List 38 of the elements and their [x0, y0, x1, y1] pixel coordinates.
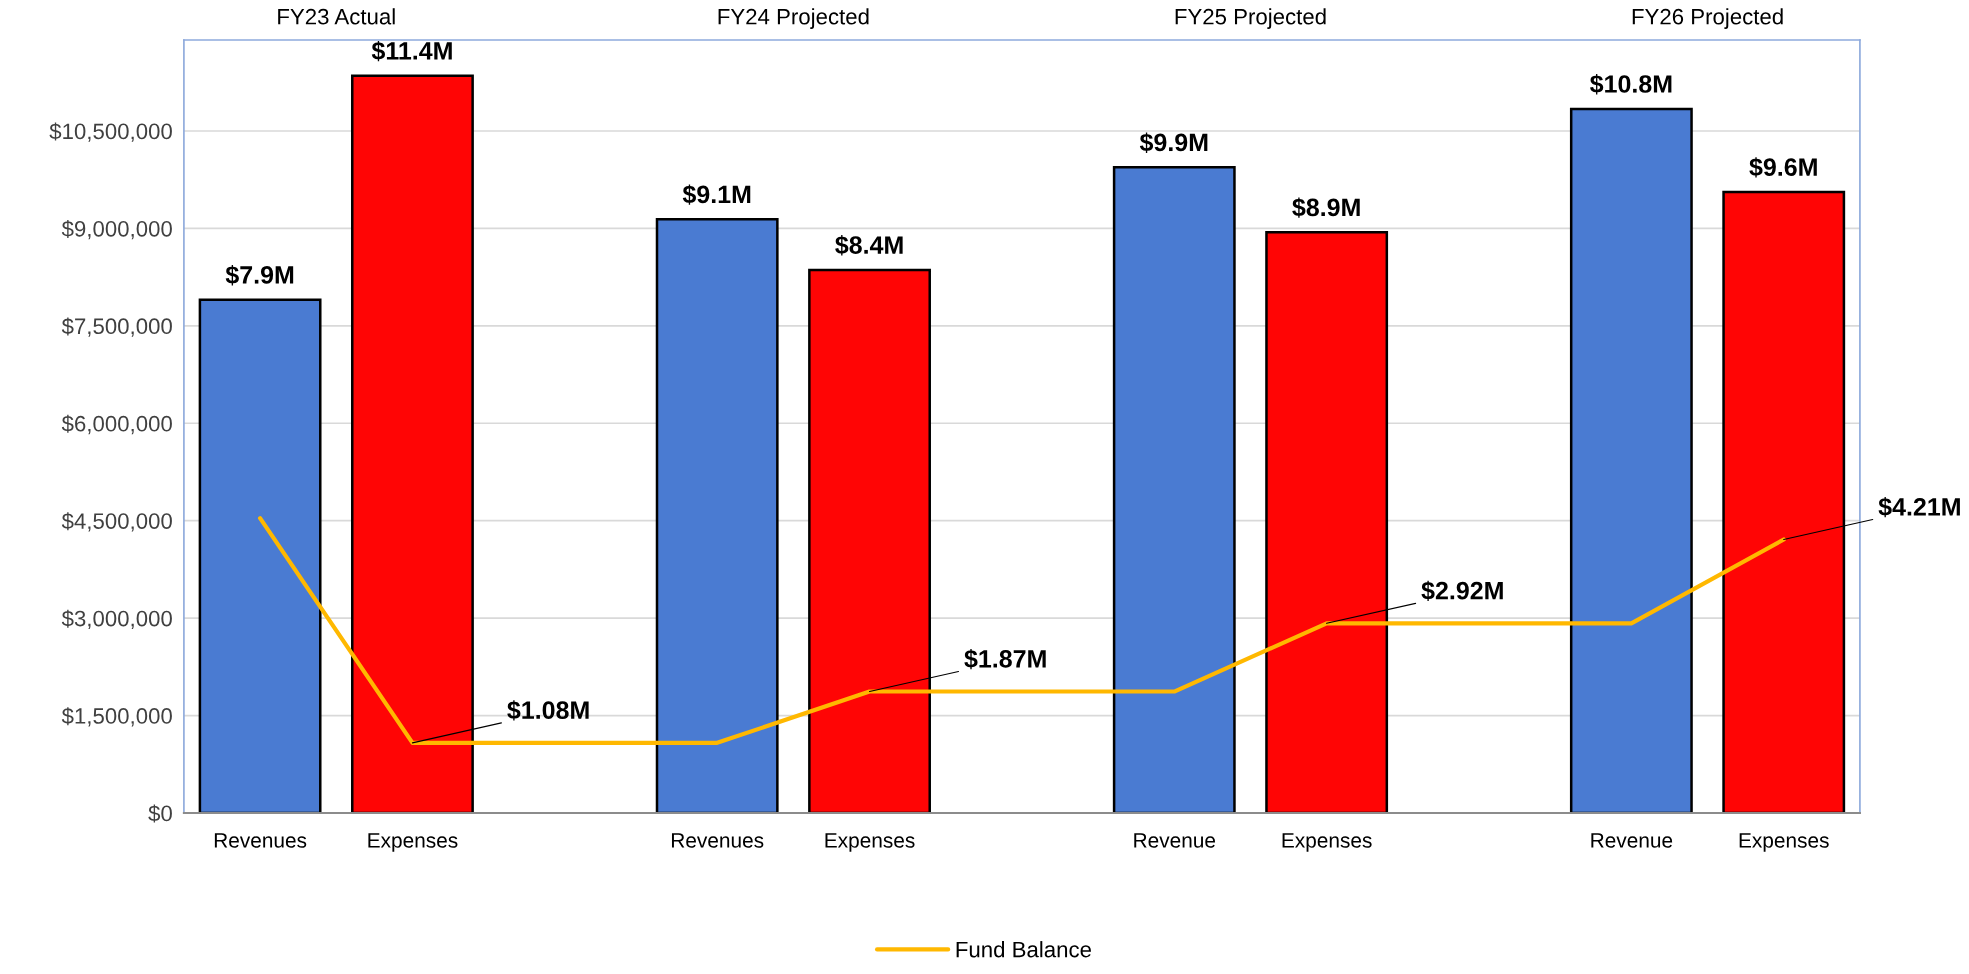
text: FY25 Projected: [1175, 8, 1326, 29]
x-tick-label: Revenue: [1591, 833, 1673, 848]
data-label: $9.6M: [1749, 157, 1817, 178]
data-label: $11.4M: [371, 40, 452, 62]
x-tick-label: Revenues: [214, 833, 307, 848]
x-tick-label: Revenues: [671, 833, 764, 848]
data-label: $7.9M: [225, 265, 294, 286]
x-tick-label: Expenses: [1282, 833, 1372, 852]
text: FY26 Projected: [1632, 8, 1783, 29]
bar: [655, 218, 779, 813]
line-series: [258, 516, 1786, 745]
bar: [1112, 166, 1236, 813]
text: FY23 Actual: [278, 8, 395, 25]
y-tick-label: $10,500,000: [49, 122, 172, 142]
legend-label: Fund Balance: [956, 941, 1091, 958]
bar: [198, 298, 322, 813]
x-tick-label: Expenses: [368, 833, 458, 852]
data-label: $1.08M: [507, 700, 589, 721]
y-tick-label: $9,000,000: [61, 220, 172, 240]
x-tick-label: Expenses: [825, 833, 915, 852]
data-label: $9.1M: [682, 184, 751, 205]
data-label: $2.92M: [1421, 580, 1503, 602]
x-tick-label: Revenue: [1134, 833, 1216, 848]
data-label: $8.9M: [1292, 197, 1360, 218]
y-tick-label: $3,000,000: [61, 609, 172, 630]
bar: [1569, 107, 1693, 813]
y-tick-label: $4,500,000: [61, 512, 172, 532]
data-label: $8.4M: [835, 235, 903, 256]
data-label: $9.9M: [1139, 132, 1208, 153]
y-tick-label: $0: [148, 804, 172, 823]
data-label: $1.87M: [964, 648, 1046, 670]
text: FY24 Projected: [718, 8, 869, 29]
y-tick-label: $7,500,000: [61, 317, 172, 337]
x-tick-label: Expenses: [1739, 833, 1829, 852]
y-tick-label: $6,000,000: [61, 414, 172, 435]
data-label: $10.8M: [1590, 74, 1672, 95]
y-tick-label: $1,500,000: [61, 707, 172, 727]
data-label: $4.21M: [1878, 496, 1960, 518]
